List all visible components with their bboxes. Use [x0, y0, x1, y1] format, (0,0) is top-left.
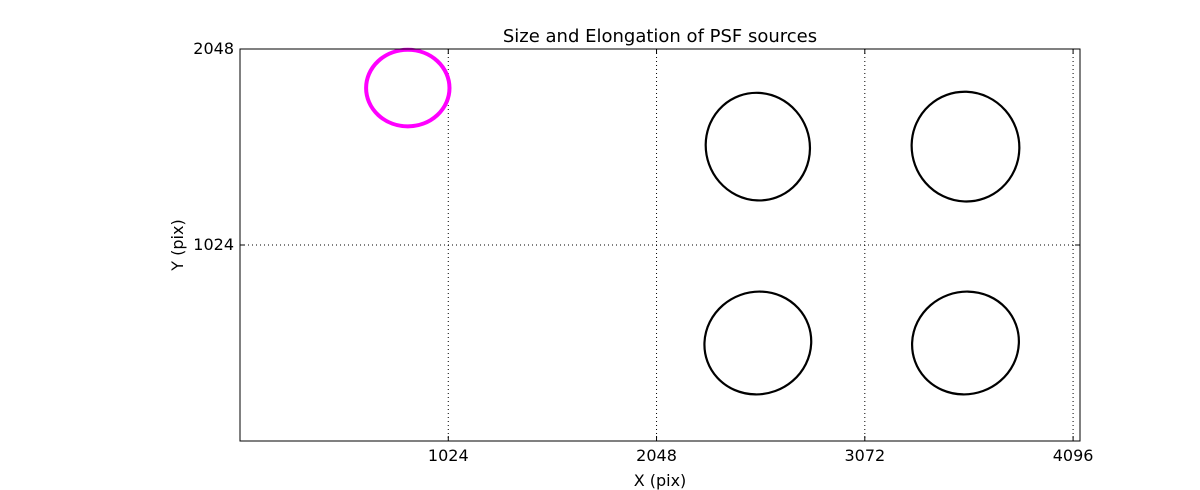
y-axis-label: Y (pix) [168, 219, 187, 271]
psf-ellipse [704, 91, 812, 202]
y-tick-label: 1024 [193, 235, 234, 254]
x-tick-label: 4096 [1053, 446, 1094, 465]
x-tick-label: 2048 [636, 446, 677, 465]
x-tick-label: 3072 [844, 446, 885, 465]
psf-ellipse [910, 90, 1021, 203]
x-axis-label: X (pix) [634, 471, 687, 490]
axis-ticks: 1024 2048 3072 4096 1024 2048 [193, 39, 1093, 465]
chart-title: Size and Elongation of PSF sources [503, 26, 817, 47]
psf-ellipse [910, 290, 1020, 396]
psf-ellipse-highlight [364, 47, 452, 129]
psf-sources [364, 47, 1021, 396]
psf-ellipse [703, 290, 813, 396]
x-tick-label: 1024 [428, 446, 469, 465]
plot-frame [239, 48, 1081, 442]
y-tick-label: 2048 [193, 39, 234, 58]
